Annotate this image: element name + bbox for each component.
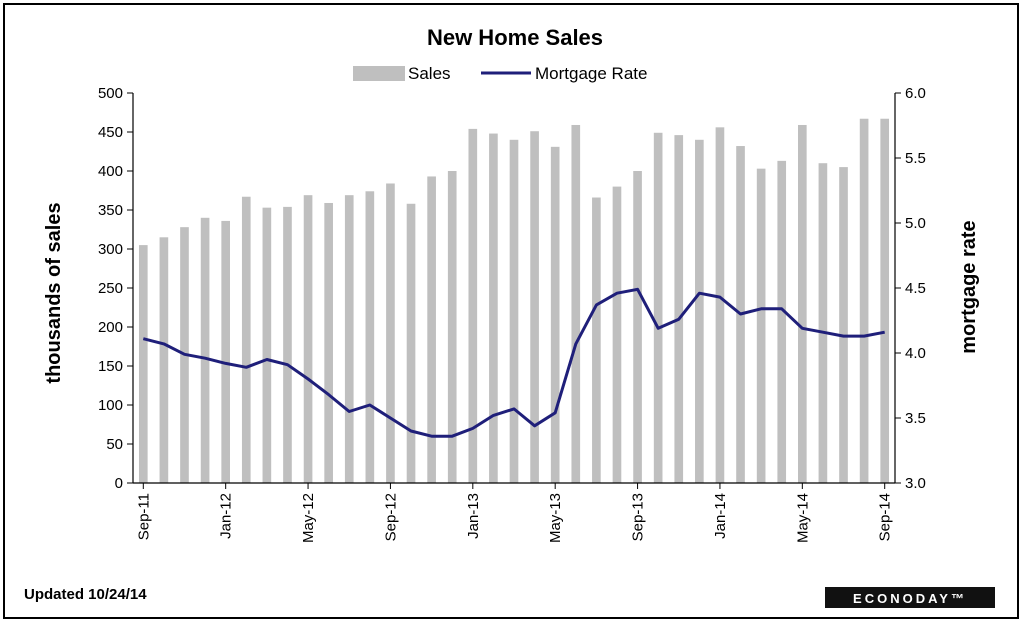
x-tick-label: Jan-14 [712, 493, 729, 539]
sales-bar [715, 127, 725, 483]
left-tick-label: 350 [98, 202, 123, 219]
sales-bar [138, 245, 148, 483]
sales-bar [509, 139, 519, 484]
sales-bar [818, 163, 828, 483]
sales-bar [468, 128, 478, 483]
sales-bar [653, 132, 663, 483]
updated-label: Updated 10/24/14 [24, 586, 147, 603]
sales-bar [386, 183, 395, 484]
sales-bar [283, 206, 292, 483]
chart-title: New Home Sales [427, 25, 603, 50]
mortgage-rate-line [142, 287, 885, 438]
x-tick-label: Sep-11 [135, 493, 152, 540]
left-axis-title: thousands of sales [43, 202, 65, 383]
chart-frame: New Home Sales Sales Mortgage Rate 0 50 10… [3, 3, 1019, 619]
x-tick-label: Sep-14 [877, 493, 894, 541]
sales-bar [859, 118, 869, 484]
sales-bar [633, 171, 642, 483]
sales-bar [344, 195, 354, 483]
right-tick-label: 3.0 [905, 475, 926, 492]
left-tick-label: 300 [98, 241, 123, 258]
sales-bar [406, 203, 416, 483]
sales-bar [221, 220, 231, 484]
sales-bar [592, 197, 601, 483]
plot-area [132, 93, 896, 484]
right-tick-label: 4.5 [905, 280, 926, 297]
x-tick-label: May-14 [794, 493, 811, 543]
sales-bar [365, 191, 375, 483]
right-tick-label: 4.0 [905, 345, 926, 362]
brand-logo: ECONODAY™ [825, 587, 995, 608]
right-axis-title: mortgage rate [958, 220, 980, 353]
left-tick-label: 0 [115, 475, 123, 492]
sales-bar [839, 167, 848, 483]
legend-sales-swatch [353, 66, 405, 81]
sales-bar [200, 217, 210, 484]
legend-sales-label: Sales [408, 64, 451, 83]
sales-bar [550, 146, 560, 483]
left-tick-label: 250 [98, 280, 123, 297]
x-tick-label: Sep-13 [630, 493, 647, 541]
sales-bar [159, 237, 169, 483]
x-tick-label: Sep-12 [382, 493, 399, 541]
sales-bar [447, 171, 457, 483]
sales-bar [489, 133, 498, 483]
brand-text: ECONODAY™ [853, 591, 967, 606]
sales-bar [674, 135, 684, 483]
sales-bar [530, 131, 539, 483]
legend: Sales Mortgage Rate [353, 64, 647, 83]
sales-bar [427, 176, 436, 483]
left-tick-label: 50 [106, 436, 123, 453]
left-tick-label: 500 [98, 85, 123, 102]
sales-bar [880, 118, 890, 484]
left-tick-label: 400 [98, 163, 123, 180]
x-axis-ticks: Sep-11 Jan-12 May-12 Sep-12 Jan-13 May-13 Sep-… [135, 483, 894, 543]
sales-bar [262, 207, 272, 483]
right-tick-label: 3.5 [905, 410, 926, 427]
sales-bar [756, 168, 766, 483]
sales-bar [571, 124, 581, 483]
right-tick-label: 5.5 [905, 150, 926, 167]
sales-bar [777, 160, 787, 484]
sales-bar [612, 186, 622, 483]
left-tick-label: 200 [98, 319, 123, 336]
x-tick-label: May-12 [300, 493, 317, 543]
left-tick-label: 150 [98, 358, 123, 375]
sales-bar [324, 202, 333, 484]
legend-mortgage-label: Mortgage Rate [535, 64, 647, 83]
right-tick-label: 6.0 [905, 85, 926, 102]
sales-bar [695, 139, 704, 484]
sales-bar [241, 196, 251, 484]
left-axis-ticks: 0 50 100 150 200 250 300 350 400 450 500 [98, 85, 133, 492]
right-tick-label: 5.0 [905, 215, 926, 232]
x-tick-label: May-13 [547, 493, 564, 543]
left-tick-label: 100 [98, 397, 123, 414]
chart: New Home Sales Sales Mortgage Rate 0 50 10… [24, 25, 995, 608]
right-axis-ticks: 3.0 3.5 4.0 4.5 5.0 5.5 6.0 [895, 85, 926, 492]
x-tick-label: Jan-13 [465, 493, 482, 539]
sales-bar [303, 195, 313, 483]
x-tick-label: Jan-12 [218, 493, 235, 539]
left-tick-label: 450 [98, 124, 123, 141]
sales-bar [797, 124, 807, 483]
